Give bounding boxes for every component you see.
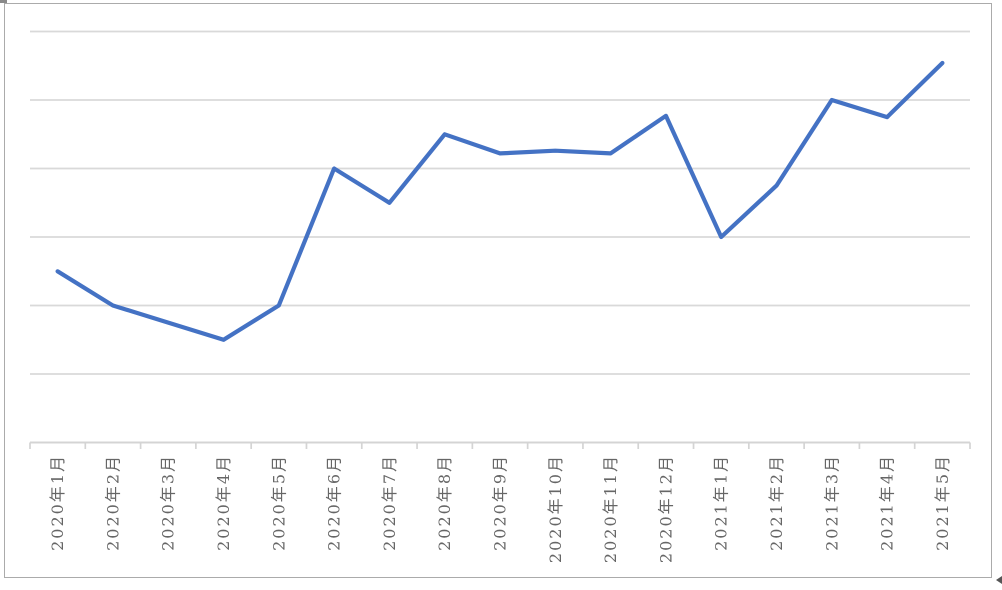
- x-axis-label: 2020年7月: [380, 454, 399, 551]
- x-axis-label: 2021年4月: [878, 454, 897, 551]
- x-axis-label: 2020年2月: [103, 454, 122, 551]
- x-axis-label: 2021年2月: [767, 454, 786, 551]
- x-axis-label: 2020年9月: [491, 454, 510, 551]
- x-axis-label: 2021年1月: [712, 454, 731, 551]
- chart-object-frame[interactable]: [4, 3, 992, 578]
- x-axis-label: 2020年11月: [601, 454, 620, 563]
- x-axis-label: 2021年5月: [933, 454, 952, 551]
- x-axis-label: 2020年10月: [546, 454, 565, 563]
- x-axis-label: 2020年8月: [435, 454, 454, 551]
- data-series-line: [55, 60, 945, 342]
- x-axis-label: 2020年6月: [325, 454, 344, 551]
- cell-border-fragment-icon: [0, 0, 7, 3]
- x-axis-label: 2020年3月: [159, 454, 178, 551]
- x-axis-label: 2021年3月: [822, 454, 841, 551]
- x-axis-label: 2020年4月: [214, 454, 233, 551]
- cursor-arrowhead-icon: [996, 576, 1002, 584]
- x-axis-label: 2020年12月: [656, 454, 675, 563]
- x-axis-label: 2020年1月: [48, 454, 67, 551]
- x-axis-label: 2020年5月: [269, 454, 288, 551]
